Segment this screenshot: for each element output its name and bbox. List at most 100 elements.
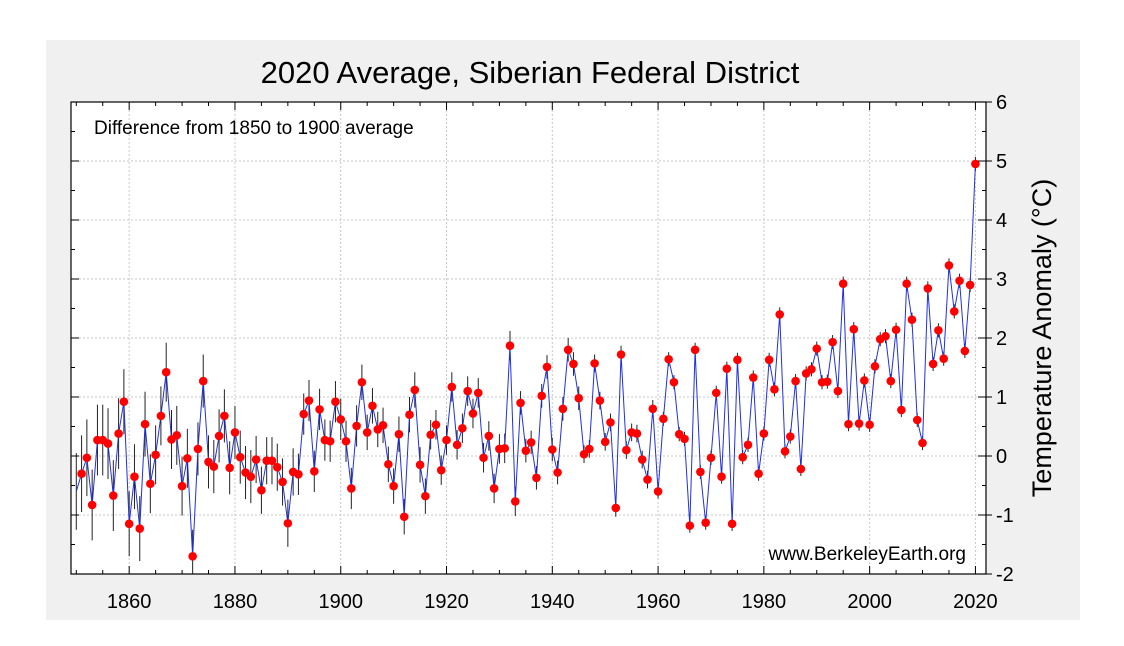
data-point xyxy=(114,429,123,438)
y-tick-label: 4 xyxy=(996,210,1007,232)
data-point xyxy=(965,280,975,290)
data-point xyxy=(347,484,356,493)
x-tick-label: 1880 xyxy=(213,591,258,613)
data-point xyxy=(436,465,446,475)
data-point xyxy=(214,431,224,441)
data-point xyxy=(918,438,927,448)
data-point xyxy=(230,428,240,437)
data-point xyxy=(119,397,129,407)
data-point xyxy=(537,391,547,401)
data-point xyxy=(283,518,293,528)
data-point xyxy=(315,405,324,414)
data-point xyxy=(135,524,145,533)
data-point xyxy=(606,418,615,427)
data-point xyxy=(622,445,631,455)
chart-title: 2020 Average, Siberian Federal District xyxy=(261,55,800,90)
data-point xyxy=(849,324,859,334)
data-point xyxy=(659,414,668,424)
data-point xyxy=(680,434,689,444)
data-point xyxy=(209,462,219,471)
y-tick-label: 2 xyxy=(996,328,1007,350)
data-point xyxy=(897,405,906,415)
data-point xyxy=(844,419,853,429)
data-point xyxy=(309,467,319,476)
data-point xyxy=(405,410,414,420)
data-point xyxy=(452,440,462,450)
data-point xyxy=(696,467,705,477)
data-point xyxy=(881,331,890,341)
data-point xyxy=(637,455,647,464)
data-point xyxy=(140,419,150,429)
data-point xyxy=(325,436,335,446)
data-point xyxy=(690,345,700,355)
data-point xyxy=(130,472,139,481)
data-point xyxy=(410,385,420,395)
data-point xyxy=(669,377,679,387)
data-point xyxy=(299,409,309,419)
data-point xyxy=(759,429,769,438)
data-point xyxy=(336,415,346,424)
data-point xyxy=(949,307,959,316)
data-point xyxy=(415,460,425,470)
data-point xyxy=(632,429,642,438)
data-point xyxy=(304,396,314,405)
data-point xyxy=(484,431,494,441)
data-point xyxy=(426,430,435,440)
data-point xyxy=(944,261,954,270)
data-point xyxy=(886,376,896,386)
data-point xyxy=(548,445,557,454)
data-point xyxy=(521,446,531,455)
data-point xyxy=(786,432,795,441)
y-tick-label: -2 xyxy=(996,564,1014,586)
data-point xyxy=(220,411,229,421)
data-point xyxy=(225,463,234,473)
data-point xyxy=(854,419,864,428)
data-point xyxy=(780,446,790,456)
x-tick-label: 1900 xyxy=(318,591,363,613)
data-point xyxy=(352,421,361,431)
data-point xyxy=(600,437,610,447)
data-point xyxy=(294,469,303,479)
x-tick-label: 1980 xyxy=(742,591,787,613)
data-point xyxy=(394,429,404,439)
data-point xyxy=(902,279,911,289)
data-point xyxy=(257,485,266,495)
data-point xyxy=(807,364,816,374)
data-point xyxy=(526,438,536,447)
data-point xyxy=(833,386,843,396)
data-point xyxy=(146,479,155,489)
data-point xyxy=(368,401,377,411)
data-point xyxy=(865,420,874,430)
data-point xyxy=(870,362,880,371)
data-point xyxy=(500,444,509,453)
data-point xyxy=(860,376,869,385)
data-point xyxy=(579,449,589,459)
data-point xyxy=(928,359,938,369)
data-point xyxy=(971,159,980,169)
data-point xyxy=(923,284,933,293)
data-point xyxy=(912,415,922,425)
data-point xyxy=(891,325,901,335)
data-points xyxy=(77,159,980,561)
data-point xyxy=(468,409,478,418)
data-point xyxy=(378,421,388,430)
data-point xyxy=(267,456,277,466)
y-tick-label: 1 xyxy=(996,387,1007,409)
data-point xyxy=(177,481,187,491)
chart-subtitle: Difference from 1850 to 1900 average xyxy=(94,118,414,139)
data-point xyxy=(489,484,499,493)
data-point xyxy=(595,396,605,405)
data-point xyxy=(754,469,763,479)
data-point xyxy=(569,359,578,369)
x-tick-label: 1940 xyxy=(530,591,575,613)
data-point xyxy=(812,344,822,353)
data-point xyxy=(172,431,182,440)
data-point xyxy=(711,388,721,398)
data-point xyxy=(770,385,779,394)
data-point xyxy=(748,373,758,382)
data-point xyxy=(532,473,541,483)
data-point xyxy=(701,518,710,527)
data-point xyxy=(717,472,726,481)
data-point xyxy=(463,386,472,396)
data-point xyxy=(82,453,92,463)
